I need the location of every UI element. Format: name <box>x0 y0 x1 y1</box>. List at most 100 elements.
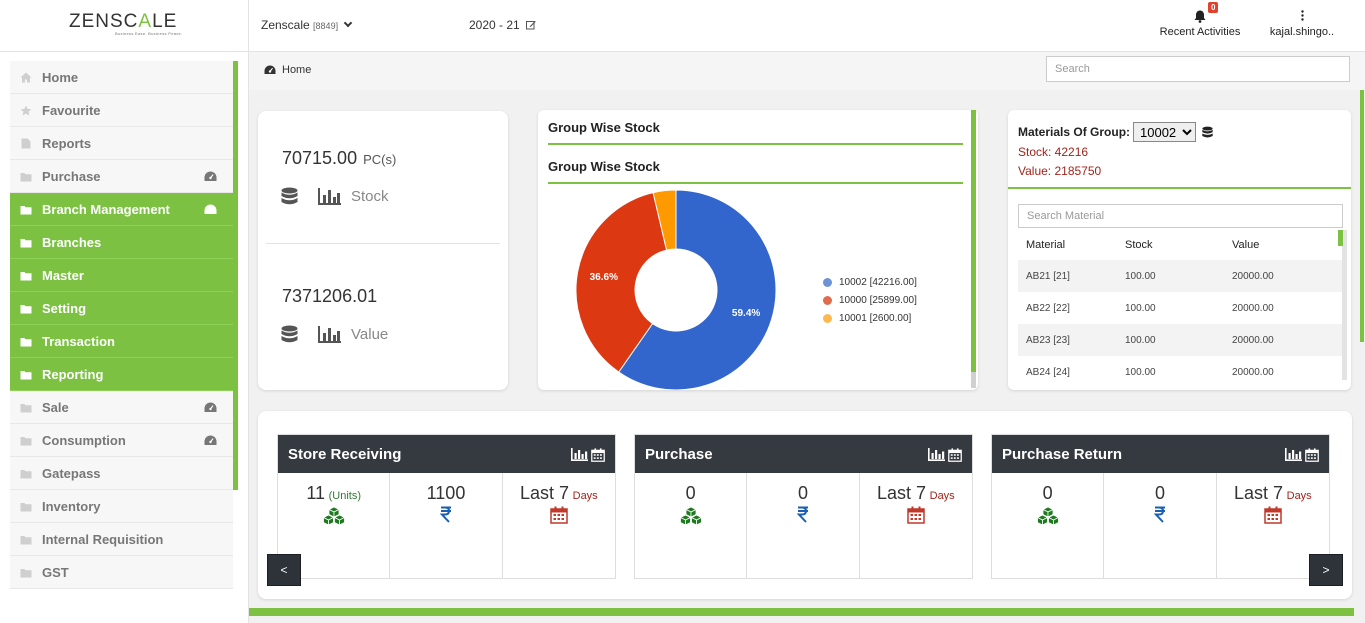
panel-count-cell[interactable]: 11 (Units) <box>278 473 391 578</box>
panel-header: Purchase Return <box>992 435 1329 473</box>
panel-body: 0 0 Last 7 Days <box>635 473 972 578</box>
next-button[interactable]: > <box>1309 554 1343 586</box>
sidebar-item-label: Favourite <box>42 102 101 118</box>
panel-store-receiving: Store Receiving 11 (Units) 1100 Last 7 Days <box>277 434 616 579</box>
group-select[interactable]: 10002 <box>1133 122 1197 142</box>
calendar-icon[interactable] <box>591 448 605 462</box>
donut-chart[interactable]: 59.4% 36.6% <box>568 190 788 390</box>
user-menu[interactable]: kajal.shingo.. <box>1262 10 1342 38</box>
panel-amount-cell[interactable]: 0 <box>1104 473 1217 578</box>
sidebar-item-inventory[interactable]: Inventory <box>10 490 233 523</box>
folder-icon <box>20 304 32 313</box>
file-icon <box>21 138 31 148</box>
materials-card: Materials Of Group: 10002 Stock: 42216 V… <box>1008 110 1351 390</box>
sidebar-scrollbar[interactable] <box>233 61 238 490</box>
chart-scroll-track[interactable] <box>971 372 976 388</box>
table-cell: 100.00 <box>1125 366 1156 378</box>
breadcrumb[interactable]: Home <box>264 64 311 76</box>
table-header-cell[interactable]: Value <box>1232 239 1260 251</box>
sidebar-item-label: Inventory <box>42 498 101 514</box>
search-input[interactable] <box>1046 56 1350 82</box>
pie-label-0: 59.4% <box>732 308 760 319</box>
sidebar-item-home[interactable]: Home <box>10 61 233 94</box>
panel-period-cell[interactable]: Last 7 Days <box>1217 473 1329 578</box>
sidebar-item-master[interactable]: Master <box>10 259 233 292</box>
stock-boxes-icon <box>322 506 346 526</box>
panel-amount-cell[interactable]: 0 <box>747 473 860 578</box>
materials-divider <box>1008 187 1351 189</box>
sidebar-item-transaction[interactable]: Transaction <box>10 325 233 358</box>
sidebar-item-label: Gatepass <box>42 465 101 481</box>
username: kajal.shingo.. <box>1269 26 1335 38</box>
bar-chart-icon[interactable] <box>928 448 945 461</box>
sidebar-item-favourite[interactable]: Favourite <box>10 94 233 127</box>
table-header-cell[interactable]: Material <box>1026 239 1066 251</box>
pie-slice-2[interactable] <box>652 190 677 251</box>
materials-scroll-thumb[interactable] <box>1338 230 1343 246</box>
star-icon <box>20 105 32 115</box>
panel-count-cell[interactable]: 0 <box>635 473 748 578</box>
sidebar-item-gst[interactable]: GST <box>10 556 233 589</box>
panel-header: Purchase <box>635 435 972 473</box>
bar-chart-icon[interactable] <box>1285 448 1302 461</box>
panel-count: 0 <box>1042 483 1053 503</box>
legend-item[interactable]: 10002 [42216.00] <box>823 273 917 291</box>
logo-text-1: ZENSC <box>69 11 139 32</box>
table-header-cell[interactable]: Stock <box>1125 239 1153 251</box>
sidebar-item-purchase[interactable]: Purchase <box>10 160 233 193</box>
bar-chart-icon[interactable] <box>571 448 588 461</box>
company-selector[interactable]: Zenscale [8849] <box>261 18 353 32</box>
table-cell: AB23 [23] <box>1026 334 1070 346</box>
table-row[interactable]: AB21 [21] 100.00 20000.00 <box>1018 260 1342 292</box>
recent-activities-button[interactable]: 0 Recent Activities <box>1150 2 1250 38</box>
sidebar-item-branches[interactable]: Branches <box>10 226 233 259</box>
table-row[interactable]: AB22 [22] 100.00 20000.00 <box>1018 292 1342 324</box>
sidebar-item-reports[interactable]: Reports <box>10 127 233 160</box>
search-material-input[interactable] <box>1018 204 1343 228</box>
legend-item[interactable]: 10000 [25899.00] <box>823 291 917 309</box>
sidebar-item-reporting[interactable]: Reporting <box>10 358 233 391</box>
panel-amount-cell[interactable]: 1100 <box>390 473 503 578</box>
calendar-icon[interactable] <box>948 448 962 462</box>
stock-quantity: 70715.00 PC(s) <box>282 148 396 169</box>
database-icon <box>281 187 298 205</box>
sidebar-item-label: Home <box>42 69 79 85</box>
panel-period: Last 7 <box>1233 483 1283 503</box>
stock-value-amount: 7371206.01 <box>282 286 378 306</box>
sidebar-item-internal-requisition[interactable]: Internal Requisition <box>10 523 233 556</box>
calendar-icon[interactable] <box>1305 448 1319 462</box>
database-icon <box>1202 126 1213 138</box>
pie-slice-1[interactable] <box>575 192 668 373</box>
chart-scrollbar[interactable] <box>971 110 976 372</box>
sidebar-item-label: Purchase <box>42 168 101 184</box>
pie-slice-0[interactable] <box>618 190 777 390</box>
company-code: [8849] <box>313 21 339 31</box>
calendar-icon <box>1264 506 1282 524</box>
sidebar-item-consumption[interactable]: Consumption <box>10 424 233 457</box>
sidebar-item-sale[interactable]: Sale <box>10 391 233 424</box>
sidebar-menu: Home Favourite Reports Purchase Branch Manag… <box>10 61 233 589</box>
rupee-icon <box>439 506 451 523</box>
main-scrollbar[interactable] <box>1360 90 1364 342</box>
recent-activities-label: Recent Activities <box>1159 26 1241 38</box>
logo-area[interactable]: ZENSCALE Business Ease. Business Peace. <box>0 0 249 52</box>
materials-scroll-track[interactable] <box>1342 230 1347 380</box>
sidebar-item-branch-management[interactable]: Branch Management <box>10 193 233 226</box>
panel-period-cell[interactable]: Last 7 Days <box>503 473 615 578</box>
table-row[interactable]: AB23 [23] 100.00 20000.00 <box>1018 324 1342 356</box>
bar-chart-icon <box>318 188 341 205</box>
fiscal-year-selector[interactable]: 2020 - 21 <box>469 18 536 32</box>
stock-boxes-icon <box>1036 506 1060 526</box>
legend-item[interactable]: 10001 [2600.00] <box>823 309 917 327</box>
prev-button[interactable]: < <box>267 554 301 586</box>
panel-period-cell[interactable]: Last 7 Days <box>860 473 972 578</box>
table-row[interactable]: AB24 [24] 100.00 20000.00 <box>1018 356 1342 388</box>
table-cell: 20000.00 <box>1232 366 1274 378</box>
logo[interactable]: ZENSCALE <box>69 11 177 33</box>
table-cell: 100.00 <box>1125 270 1156 282</box>
sidebar: Home Favourite Reports Purchase Branch Manag… <box>0 52 249 623</box>
sidebar-item-label: Sale <box>42 399 69 415</box>
panel-count-cell[interactable]: 0 <box>992 473 1105 578</box>
sidebar-item-gatepass[interactable]: Gatepass <box>10 457 233 490</box>
sidebar-item-setting[interactable]: Setting <box>10 292 233 325</box>
